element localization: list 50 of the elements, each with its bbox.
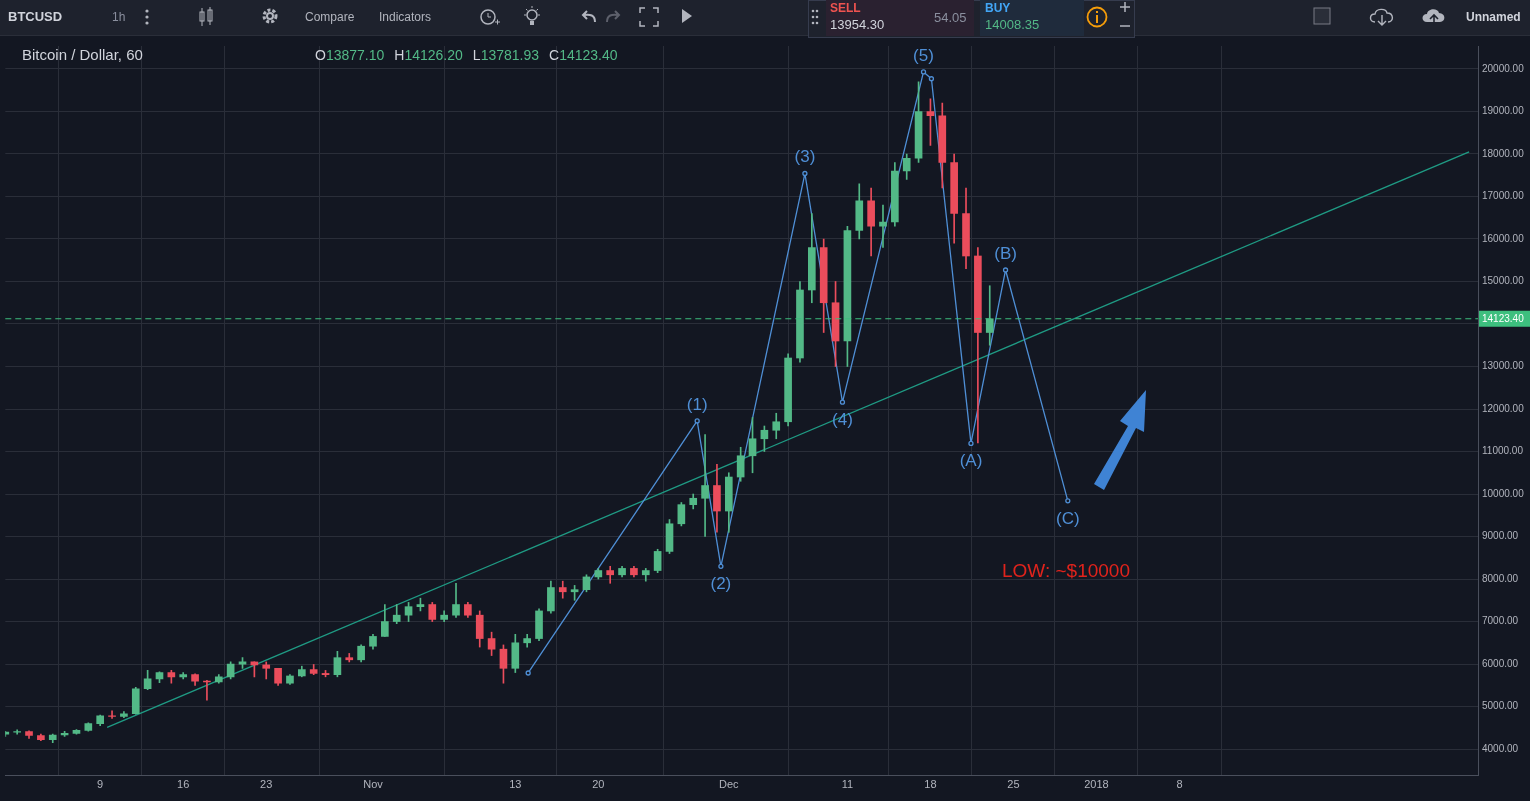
y-tick-label: 5000.00 <box>1482 700 1519 712</box>
y-tick-label: 13000.00 <box>1482 360 1525 372</box>
x-tick-label: 20 <box>592 777 605 790</box>
x-tick-label: Dec <box>719 777 740 790</box>
x-tick-label: 13 <box>509 777 522 790</box>
y-tick-label: 7000.00 <box>1482 615 1519 627</box>
annotation: (B) <box>994 243 1017 263</box>
chart-subtitle: O13877.10 H14126.20 L13781.93 C14123.40 <box>315 47 618 63</box>
text: BTCUSD <box>8 9 63 24</box>
y-tick-label: 15000.00 <box>1482 275 1525 287</box>
x-tick-label: 18 <box>924 777 937 790</box>
text: Unnamed <box>1466 10 1521 24</box>
annotation: (3) <box>794 147 816 167</box>
y-tick-label: 18000.00 <box>1482 147 1525 159</box>
annotation: LOW: ~$10000 <box>1002 560 1130 582</box>
text: Compare <box>305 10 355 24</box>
text: Indicators <box>379 10 432 24</box>
text: SELL <box>830 1 861 15</box>
y-tick-label: 11000.00 <box>1482 445 1524 457</box>
x-tick-label: 23 <box>260 777 273 790</box>
y-tick-label: 19000.00 <box>1482 105 1525 117</box>
x-tick-label: 8 <box>1176 777 1183 790</box>
text: 1h <box>112 10 126 24</box>
y-tick-label: 12000.00 <box>1482 402 1525 414</box>
text: 14008.35 <box>985 17 1040 32</box>
y-tick-label: 9000.00 <box>1482 530 1519 542</box>
annotation: (C) <box>1056 508 1080 528</box>
text: 13954.30 <box>830 17 885 32</box>
x-tick-label: 9 <box>97 777 104 790</box>
y-tick-label: 10000.00 <box>1482 487 1525 499</box>
x-tick-label: 25 <box>1007 777 1020 790</box>
y-tick-label: 16000.00 <box>1482 232 1525 244</box>
x-tick-label: 11 <box>841 777 854 790</box>
y-tick-label: 6000.00 <box>1482 657 1519 669</box>
text: BUY <box>985 1 1011 15</box>
y-tick-label: 20000.00 <box>1482 62 1525 74</box>
text: 54.05 <box>934 10 967 25</box>
annotation: (A) <box>959 451 983 471</box>
y-tick-label: 4000.00 <box>1482 742 1519 754</box>
x-tick-label: Nov <box>363 777 384 790</box>
x-tick-label: 16 <box>177 777 190 790</box>
y-tick-label: 17000.00 <box>1482 190 1525 202</box>
y-tick-label: 8000.00 <box>1482 572 1519 584</box>
ref-line-label: 14123.40 <box>1482 312 1525 324</box>
chart-title: Bitcoin / Dollar, 60 <box>22 46 143 63</box>
x-tick-label: 2018 <box>1084 777 1109 790</box>
annotation: (4) <box>832 409 853 429</box>
annotation: (1) <box>686 394 708 414</box>
annotation: (2) <box>710 573 732 593</box>
annotation: (5) <box>913 45 934 65</box>
